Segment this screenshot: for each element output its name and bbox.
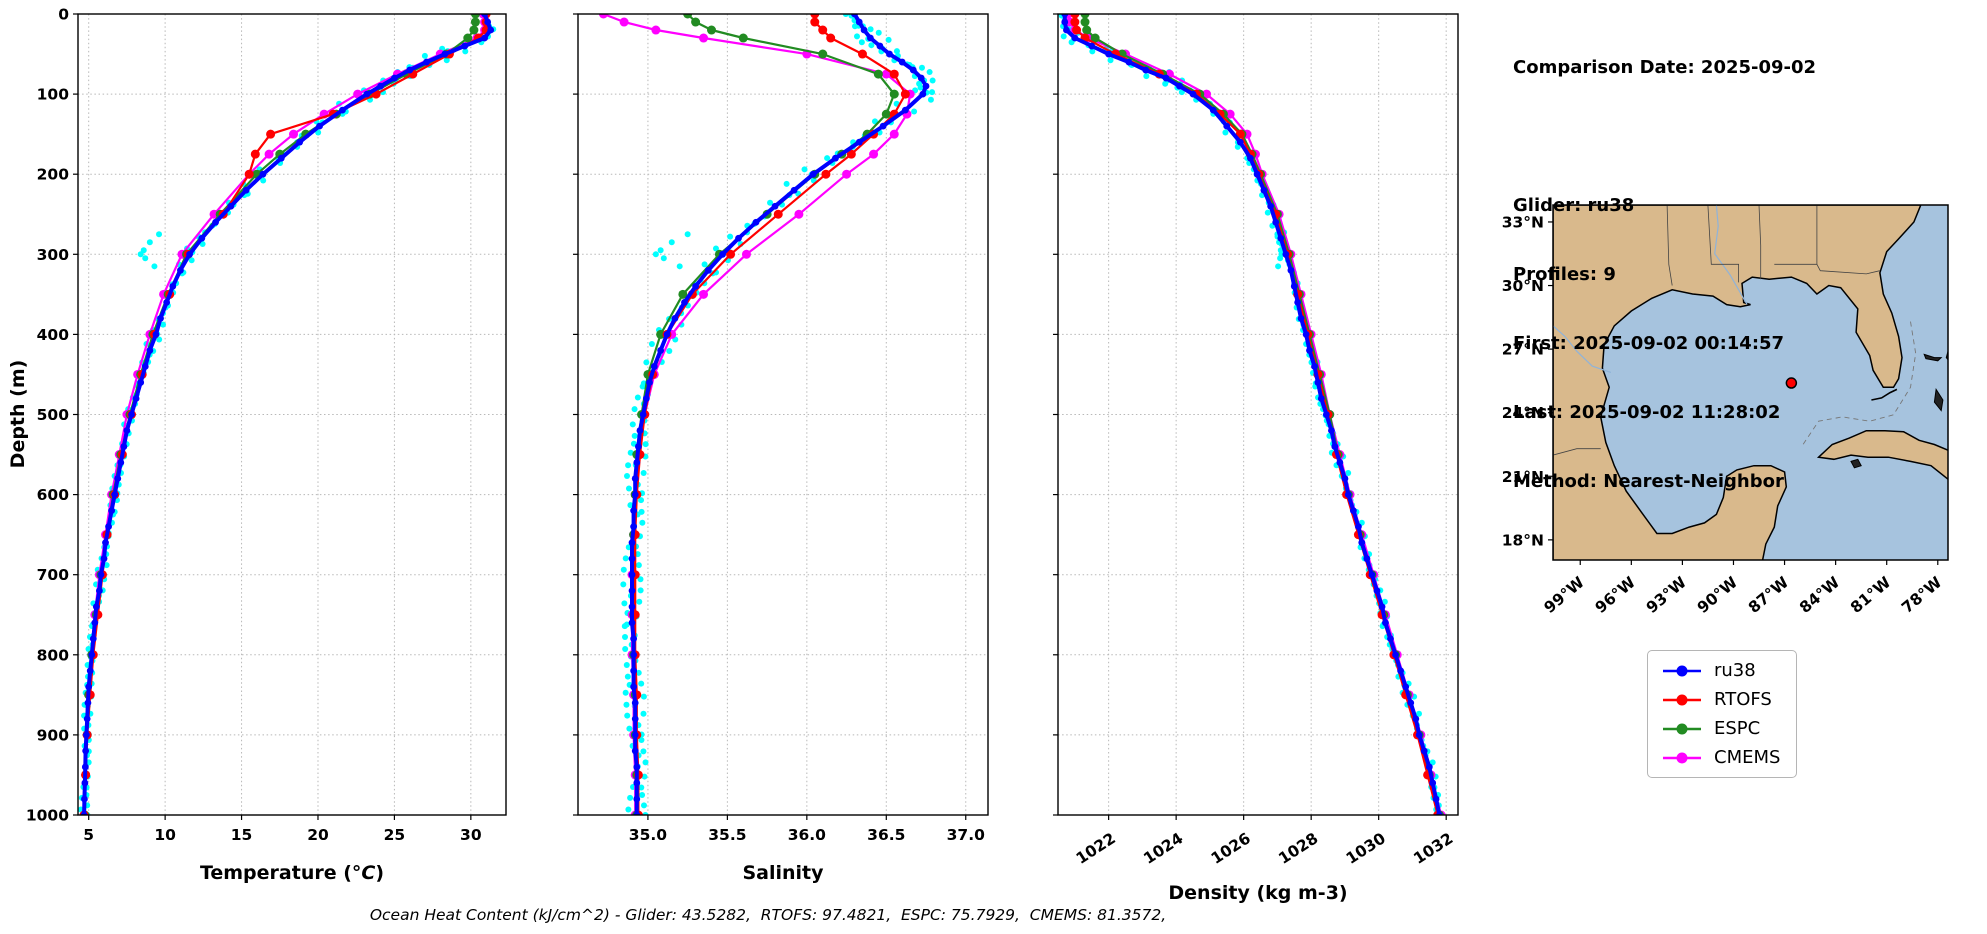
legend-label: RTOFS <box>1714 689 1772 710</box>
plot-salinity: 35.0 35.5 36.0 36.5 37.0 Salinity <box>573 13 989 884</box>
svg-text:35.5: 35.5 <box>708 826 746 844</box>
map-state-border <box>1758 205 1762 280</box>
first-timestamp-text: First: 2025-09-02 00:14:57 <box>1513 333 1785 354</box>
method-text: Method: Nearest-Neighbor <box>1513 471 1784 492</box>
map-state-border <box>1816 264 1880 275</box>
svg-text:30: 30 <box>460 826 482 844</box>
svg-text:15: 15 <box>231 826 253 844</box>
map-island <box>1850 458 1862 469</box>
series-layer-density <box>1058 14 1446 815</box>
legend-item-cmems: CMEMS <box>1660 747 1780 768</box>
info-panel: Comparison Date: 2025-09-02 Glider: ru38… <box>1513 10 1816 539</box>
x-axis-label-density: Density (kg m-3) <box>1168 882 1347 904</box>
svg-text:800: 800 <box>37 646 70 664</box>
svg-text:500: 500 <box>37 406 70 424</box>
svg-text:96°W: 96°W <box>1592 573 1639 617</box>
map-island <box>1923 353 1943 362</box>
last-timestamp-text: Last: 2025-09-02 11:28:02 <box>1513 402 1781 423</box>
svg-text:33°N: 33°N <box>1502 213 1544 231</box>
svg-text:300: 300 <box>37 246 70 264</box>
legend-item-espc: ESPC <box>1660 718 1780 739</box>
svg-text:1000: 1000 <box>26 807 69 825</box>
svg-text:84°W: 84°W <box>1796 573 1843 617</box>
series-layer-temperature <box>78 14 497 815</box>
svg-text:21°N: 21°N <box>1502 468 1544 486</box>
svg-text:30°N: 30°N <box>1502 277 1544 295</box>
svg-text:5: 5 <box>83 826 94 844</box>
map-island <box>1933 387 1944 412</box>
svg-text:10: 10 <box>154 826 176 844</box>
svg-text:0: 0 <box>58 6 69 24</box>
profiles-count-text: Profiles: 9 <box>1513 264 1616 285</box>
map-frame <box>1552 204 1949 561</box>
legend-item-rtofs: RTOFS <box>1660 689 1780 710</box>
legend-item-ru38: ru38 <box>1660 660 1780 681</box>
map-florida-keys <box>1871 388 1898 401</box>
svg-text:1026: 1026 <box>1208 829 1254 868</box>
legend-marker <box>1663 752 1701 763</box>
svg-text:81°W: 81°W <box>1847 573 1894 617</box>
svg-text:36.0: 36.0 <box>788 826 826 844</box>
map-river <box>1553 325 1612 373</box>
svg-text:36.5: 36.5 <box>867 826 905 844</box>
svg-text:1030: 1030 <box>1343 829 1389 868</box>
x-axis-label-temperature: Temperature (°C) <box>200 862 384 884</box>
gulf-of-mexico-map: 33°N 30°N 27°N 24°N 21°N 18°N 99°W 96°W 93°W 90°W… <box>1502 204 1949 617</box>
glider-name-text: Glider: ru38 <box>1513 195 1635 216</box>
svg-text:20: 20 <box>307 826 329 844</box>
map-state-border <box>1707 205 1740 283</box>
map-land <box>1816 429 1948 481</box>
svg-text:1022: 1022 <box>1073 829 1119 868</box>
svg-text:90°W: 90°W <box>1694 573 1741 617</box>
svg-text:18°N: 18°N <box>1502 531 1544 549</box>
svg-text:400: 400 <box>37 326 70 344</box>
svg-text:35.0: 35.0 <box>629 826 667 844</box>
ohc-annotation: Ocean Heat Content (kJ/cm^2) - Glider: 4… <box>369 906 1167 924</box>
svg-text:25: 25 <box>384 826 406 844</box>
legend-label: ESPC <box>1714 718 1761 739</box>
svg-text:93°W: 93°W <box>1643 573 1690 617</box>
svg-text:27°N: 27°N <box>1502 341 1544 359</box>
legend-label: CMEMS <box>1714 747 1781 768</box>
map-layers <box>1553 205 1948 560</box>
svg-text:1028: 1028 <box>1275 829 1321 868</box>
x-axis-label-salinity: Salinity <box>742 862 824 884</box>
svg-text:900: 900 <box>37 726 70 744</box>
legend-label: ru38 <box>1714 660 1756 681</box>
map-river <box>1714 205 1748 305</box>
svg-text:87°W: 87°W <box>1745 573 1792 617</box>
svg-text:78°W: 78°W <box>1898 573 1945 617</box>
map-state-border <box>1666 205 1673 286</box>
y-axis-label: Depth (m) <box>7 360 29 469</box>
glider-location-marker <box>1785 377 1798 389</box>
legend-marker <box>1663 694 1701 705</box>
legend-marker <box>1663 665 1701 676</box>
series-layer-salinity <box>598 14 936 815</box>
svg-text:1024: 1024 <box>1140 829 1186 868</box>
svg-text:200: 200 <box>37 166 70 184</box>
plot-temperature: 5 10 15 20 25 3001002003004005006007008009001… <box>26 6 507 884</box>
svg-text:24°N: 24°N <box>1502 404 1544 422</box>
map-land <box>1553 205 1922 560</box>
comparison-date-text: Comparison Date: 2025-09-02 <box>1513 57 1817 78</box>
svg-text:99°W: 99°W <box>1541 573 1588 617</box>
map-state-border <box>1553 448 1601 456</box>
legend-marker <box>1663 723 1701 734</box>
svg-text:37.0: 37.0 <box>947 826 985 844</box>
info-panel-spacer <box>1513 125 1816 148</box>
plot-density: 1022 1024 1026 1028 1030 1032 Density (kg m-3) <box>1053 13 1459 904</box>
svg-text:600: 600 <box>37 486 70 504</box>
map-maritime-boundary <box>1801 321 1917 447</box>
legend: ru38 RTOFS ESPC CMEMS <box>1647 650 1798 778</box>
svg-text:100: 100 <box>37 86 70 104</box>
svg-text:700: 700 <box>37 566 70 584</box>
svg-text:1032: 1032 <box>1410 829 1456 868</box>
